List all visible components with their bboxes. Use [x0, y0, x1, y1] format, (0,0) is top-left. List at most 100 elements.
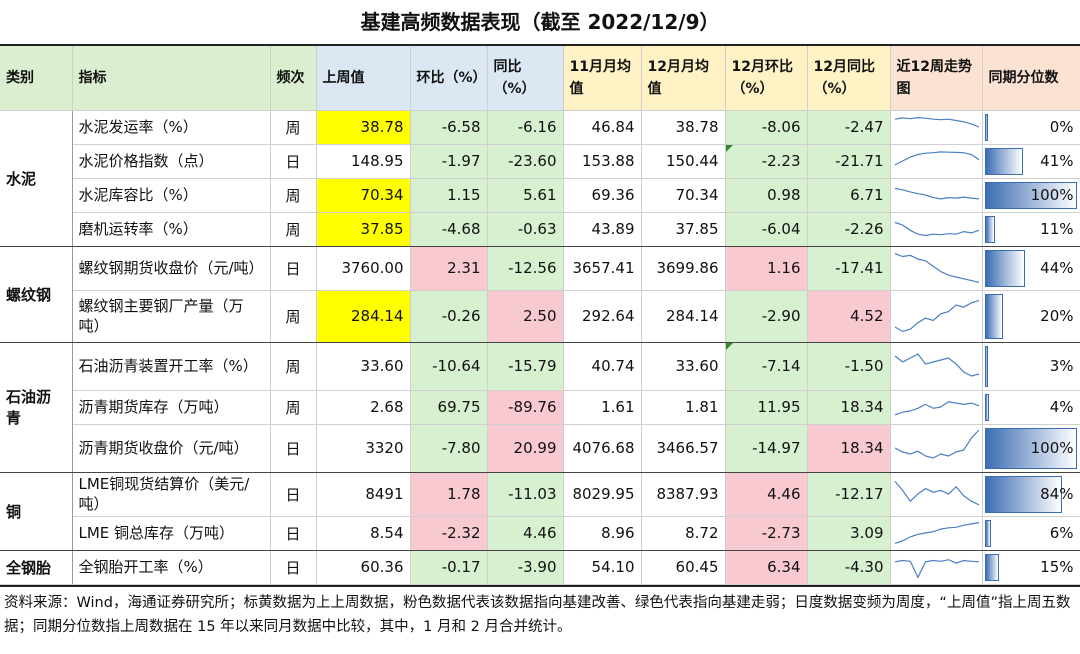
sparkline-line: [894, 253, 979, 283]
table-row: 螺纹钢 螺纹钢期货收盘价（元/吨） 日 3760.00 2.31 -12.56 …: [0, 246, 1080, 343]
dec-mom-cell: 1.16: [725, 246, 808, 291]
percentile-cell: 44%: [982, 246, 1080, 291]
dec-mom-cell: -2.73: [725, 516, 808, 551]
percentile-cell: 41%: [982, 144, 1080, 179]
last-week-cell: 2.68: [316, 390, 411, 425]
table-row: 全钢胎 全钢胎开工率（%） 日 60.36 -0.17 -3.90 54.10 …: [0, 550, 1080, 585]
dec-avg-cell: 150.44: [641, 144, 726, 179]
frequency-cell: 周: [270, 110, 317, 145]
percentile-cell: 15%: [982, 550, 1080, 585]
header-last-week: 上周值: [316, 46, 411, 111]
last-week-cell: 33.60: [316, 342, 411, 391]
yoy-cell: 5.61: [487, 178, 564, 213]
percentile-value: 100%: [1030, 439, 1074, 457]
indicator-cell: LME铜现货结算价（美元/吨）: [72, 472, 271, 517]
dec-yoy-cell: 3.09: [807, 516, 891, 551]
trend-sparkline: [890, 472, 983, 517]
dec-avg-cell: 3466.57: [641, 424, 726, 473]
sparkline-chart: [894, 353, 979, 377]
percentile-cell: 6%: [982, 516, 1080, 551]
trend-sparkline: [890, 290, 983, 343]
nov-avg-cell: 3657.41: [563, 246, 642, 291]
last-week-cell: 37.85: [316, 212, 411, 247]
percentile-bar: [984, 393, 989, 421]
header-indicator: 指标: [72, 46, 271, 111]
sparkline-line: [894, 401, 979, 416]
percentile-value: 0%: [1049, 118, 1074, 136]
category-cement: 水泥: [0, 110, 73, 247]
percentile-cell: 100%: [982, 178, 1080, 213]
sparkline-chart: [894, 559, 979, 579]
percentile-cell: 3%: [982, 342, 1080, 391]
dec-yoy-cell: -12.17: [807, 472, 891, 517]
dec-avg-cell: 70.34: [641, 178, 726, 213]
percentile-value: 11%: [1040, 220, 1074, 238]
dec-avg-cell: 8387.93: [641, 472, 726, 517]
wow-cell: 69.75: [410, 390, 488, 425]
indicator-cell: 水泥价格指数（点）: [72, 144, 271, 179]
nov-avg-cell: 292.64: [563, 290, 642, 343]
table-row: 水泥库容比（%） 周 70.34 1.15 5.61 69.36 70.34 0…: [0, 178, 1080, 213]
nov-avg-cell: 43.89: [563, 212, 642, 247]
frequency-cell: 日: [270, 246, 317, 291]
yoy-cell: -15.79: [487, 342, 564, 391]
trend-sparkline: [890, 212, 983, 247]
yoy-cell: -23.60: [487, 144, 564, 179]
percentile-value: 44%: [1040, 259, 1074, 277]
dec-avg-cell: 33.60: [641, 342, 726, 391]
percentile-value: 15%: [1040, 558, 1074, 576]
dec-mom-value: -2.23: [761, 152, 801, 170]
comment-flag-icon: [725, 144, 733, 152]
last-week-cell: 3320: [316, 424, 411, 473]
percentile-bar: [984, 553, 999, 581]
table-row: 水泥价格指数（点） 日 148.95 -1.97 -23.60 153.88 1…: [0, 144, 1080, 179]
wow-cell: -0.26: [410, 290, 488, 343]
yoy-cell: -89.76: [487, 390, 564, 425]
percentile-value: 4%: [1049, 398, 1074, 416]
sparkline-chart: [894, 187, 979, 200]
sparkline-line: [894, 429, 979, 459]
trend-sparkline: [890, 516, 983, 551]
trend-sparkline: [890, 178, 983, 213]
table-row: 水泥 水泥发运率（%） 周 38.78 -6.58 -6.16 46.84 38…: [0, 110, 1080, 247]
table-row: LME 铜总库存（万吨） 日 8.54 -2.32 4.46 8.96 8.72…: [0, 516, 1080, 551]
dec-mom-cell: -14.97: [725, 424, 808, 473]
dec-mom-cell: -6.04: [725, 212, 808, 247]
percentile-cell: 0%: [982, 110, 1080, 145]
percentile-cell: 20%: [982, 290, 1080, 343]
dec-avg-cell: 8.72: [641, 516, 726, 551]
table-title: 基建高频数据表现（截至 2022/12/9）: [0, 0, 1080, 46]
dec-avg-cell: 60.45: [641, 550, 726, 585]
last-week-cell: 8491: [316, 472, 411, 517]
nov-avg-cell: 4076.68: [563, 424, 642, 473]
dec-yoy-cell: -1.50: [807, 342, 891, 391]
frequency-cell: 日: [270, 424, 317, 473]
sparkline-chart: [894, 151, 979, 166]
table-row: 磨机运转率（%） 周 37.85 -4.68 -0.63 43.89 37.85…: [0, 212, 1080, 247]
sparkline-line: [894, 559, 979, 579]
frequency-cell: 日: [270, 472, 317, 517]
trend-sparkline: [890, 550, 983, 585]
header-trend: 近12周走势图: [890, 46, 983, 111]
sparkline-chart: [894, 522, 979, 544]
yoy-cell: -0.63: [487, 212, 564, 247]
trend-sparkline: [890, 342, 983, 391]
trend-sparkline: [890, 144, 983, 179]
nov-avg-cell: 40.74: [563, 342, 642, 391]
category-rebar: 螺纹钢: [0, 246, 73, 343]
percentile-bar: [984, 113, 988, 141]
sparkline-chart: [894, 481, 979, 506]
last-week-cell: 3760.00: [316, 246, 411, 291]
last-week-cell: 60.36: [316, 550, 411, 585]
wow-cell: -7.80: [410, 424, 488, 473]
dec-mom-cell: 11.95: [725, 390, 808, 425]
dec-yoy-cell: 4.52: [807, 290, 891, 343]
last-week-cell: 70.34: [316, 178, 411, 213]
dec-avg-cell: 1.81: [641, 390, 726, 425]
dec-mom-value: -7.14: [761, 357, 801, 375]
category-tire: 全钢胎: [0, 550, 73, 585]
yoy-cell: -3.90: [487, 550, 564, 585]
wow-cell: -6.58: [410, 110, 488, 145]
header-frequency: 频次: [270, 46, 317, 111]
dec-yoy-cell: -2.26: [807, 212, 891, 247]
